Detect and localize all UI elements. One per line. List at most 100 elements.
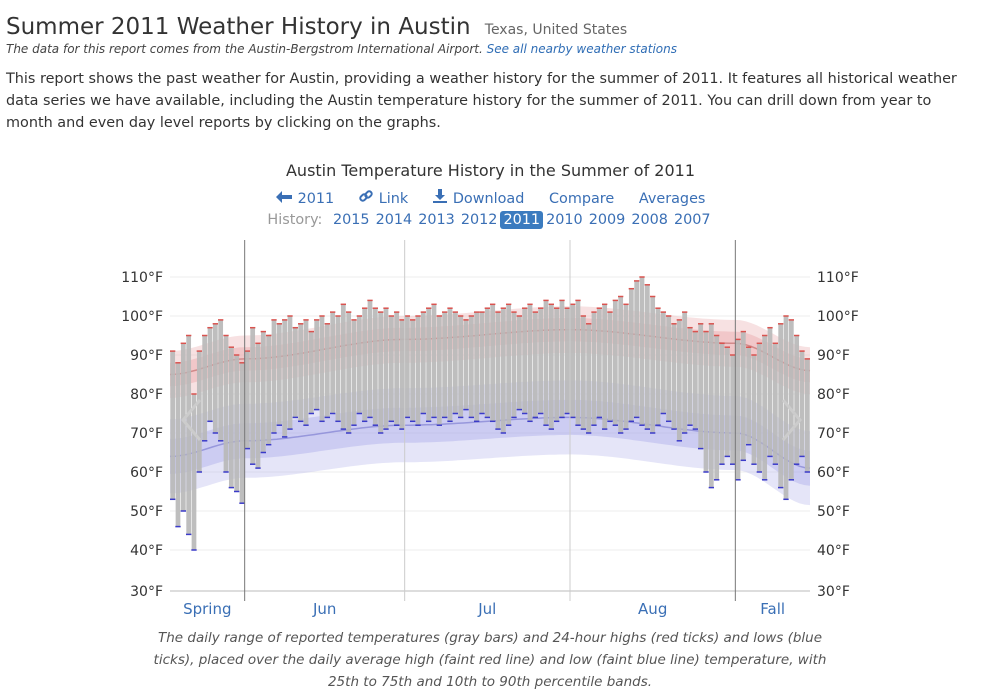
day-range-bar[interactable]	[170, 351, 176, 500]
history-year-2007[interactable]: 2007	[673, 212, 711, 228]
x-period-label-jun[interactable]: Jun	[312, 600, 336, 618]
day-range-bar[interactable]	[212, 323, 218, 433]
day-range-bar[interactable]	[388, 316, 394, 422]
day-range-bar[interactable]	[751, 355, 757, 465]
day-range-bar[interactable]	[356, 316, 362, 414]
day-range-bar[interactable]	[234, 355, 240, 492]
day-range-bar[interactable]	[351, 319, 357, 426]
x-period-label-spring[interactable]: Spring	[183, 600, 231, 618]
day-range-bar[interactable]	[532, 312, 538, 418]
day-range-bar[interactable]	[746, 347, 752, 445]
history-year-2008[interactable]: 2008	[631, 212, 668, 228]
day-range-bar[interactable]	[260, 331, 266, 453]
day-range-bar[interactable]	[202, 335, 208, 441]
day-range-bar[interactable]	[340, 304, 346, 430]
day-range-bar[interactable]	[415, 316, 421, 426]
day-range-bar[interactable]	[692, 331, 698, 430]
history-year-2012[interactable]: 2012	[460, 212, 498, 228]
day-range-bar[interactable]	[335, 316, 341, 422]
day-range-bar[interactable]	[762, 335, 768, 480]
day-range-bar[interactable]	[218, 319, 224, 441]
day-range-bar[interactable]	[703, 331, 709, 472]
day-range-bar[interactable]	[618, 296, 624, 434]
day-range-bar[interactable]	[607, 312, 613, 422]
day-range-bar[interactable]	[564, 308, 570, 414]
day-range-bar[interactable]	[319, 316, 325, 422]
day-range-bar[interactable]	[250, 327, 256, 465]
day-range-bar[interactable]	[735, 339, 741, 480]
day-range-bar[interactable]	[650, 296, 656, 434]
day-range-bar[interactable]	[778, 323, 784, 488]
day-range-bar[interactable]	[442, 312, 448, 418]
day-range-bar[interactable]	[420, 312, 426, 414]
day-range-bar[interactable]	[756, 343, 762, 472]
day-range-bar[interactable]	[276, 323, 282, 426]
day-range-bar[interactable]	[298, 323, 304, 422]
day-range-bar[interactable]	[378, 312, 384, 433]
day-range-bar[interactable]	[447, 308, 453, 422]
day-range-bar[interactable]	[788, 319, 794, 480]
day-range-bar[interactable]	[639, 277, 645, 426]
day-range-bar[interactable]	[255, 343, 261, 469]
history-year-2009[interactable]: 2009	[588, 212, 626, 228]
history-year-2013[interactable]: 2013	[418, 212, 455, 228]
day-range-bar[interactable]	[175, 362, 181, 527]
history-year-2010[interactable]: 2010	[546, 212, 583, 228]
day-range-bar[interactable]	[452, 312, 458, 414]
day-range-bar[interactable]	[682, 312, 688, 433]
day-range-bar[interactable]	[655, 308, 661, 426]
day-range-bar[interactable]	[698, 323, 704, 449]
day-range-bar[interactable]	[479, 312, 485, 414]
nearby-stations-link[interactable]: See all nearby weather stations	[486, 42, 677, 56]
day-range-bar[interactable]	[602, 304, 608, 430]
day-range-bar[interactable]	[271, 319, 277, 433]
day-range-bar[interactable]	[436, 316, 442, 426]
day-range-bar[interactable]	[554, 308, 560, 422]
day-range-bar[interactable]	[527, 304, 533, 422]
day-range-bar[interactable]	[484, 308, 490, 418]
day-range-bar[interactable]	[538, 308, 544, 414]
day-range-bar[interactable]	[474, 312, 480, 422]
day-range-bar[interactable]	[772, 343, 778, 465]
day-range-bar[interactable]	[223, 335, 229, 473]
next-period-button[interactable]	[781, 399, 802, 441]
day-range-bar[interactable]	[431, 304, 437, 418]
day-range-bar[interactable]	[426, 308, 432, 422]
day-range-bar[interactable]	[196, 351, 202, 472]
day-range-bar[interactable]	[324, 323, 330, 418]
day-range-bar[interactable]	[740, 331, 746, 461]
day-range-bar[interactable]	[730, 355, 736, 465]
day-range-bar[interactable]	[724, 347, 730, 457]
day-range-bar[interactable]	[191, 394, 197, 550]
compare-button[interactable]: Compare	[548, 191, 615, 207]
x-period-label-aug[interactable]: Aug	[638, 600, 667, 618]
day-range-bar[interactable]	[687, 327, 693, 426]
day-range-bar[interactable]	[287, 316, 293, 430]
day-range-bar[interactable]	[244, 351, 250, 449]
day-range-bar[interactable]	[676, 319, 682, 441]
day-range-bar[interactable]	[399, 319, 405, 430]
day-range-bar[interactable]	[303, 319, 309, 426]
day-range-bar[interactable]	[522, 308, 528, 414]
day-range-bar[interactable]	[708, 323, 714, 488]
day-range-bar[interactable]	[516, 316, 522, 410]
day-range-bar[interactable]	[575, 300, 581, 426]
temperature-chart[interactable]: 110°F 110°F 100°F 100°F 90°F 90°F 80°F 80°F 70°F…	[0, 240, 981, 625]
history-year-2015[interactable]: 2015	[332, 212, 370, 228]
day-range-bar[interactable]	[186, 335, 192, 535]
day-range-bar[interactable]	[783, 316, 789, 500]
day-range-bar[interactable]	[292, 327, 298, 418]
day-range-bar[interactable]	[410, 319, 416, 422]
day-range-bar[interactable]	[346, 312, 352, 433]
day-range-bar[interactable]	[228, 347, 234, 488]
day-range-bar[interactable]	[367, 300, 373, 418]
day-range-bar[interactable]	[671, 323, 677, 430]
day-range-bar[interactable]	[799, 351, 805, 457]
day-range-bar[interactable]	[644, 284, 650, 430]
day-range-bar[interactable]	[586, 323, 592, 433]
day-range-bar[interactable]	[330, 312, 336, 414]
x-period-label-fall[interactable]: Fall	[760, 600, 785, 618]
day-range-bar[interactable]	[308, 331, 314, 414]
day-range-bar[interactable]	[719, 343, 725, 465]
day-range-bar[interactable]	[559, 300, 565, 418]
